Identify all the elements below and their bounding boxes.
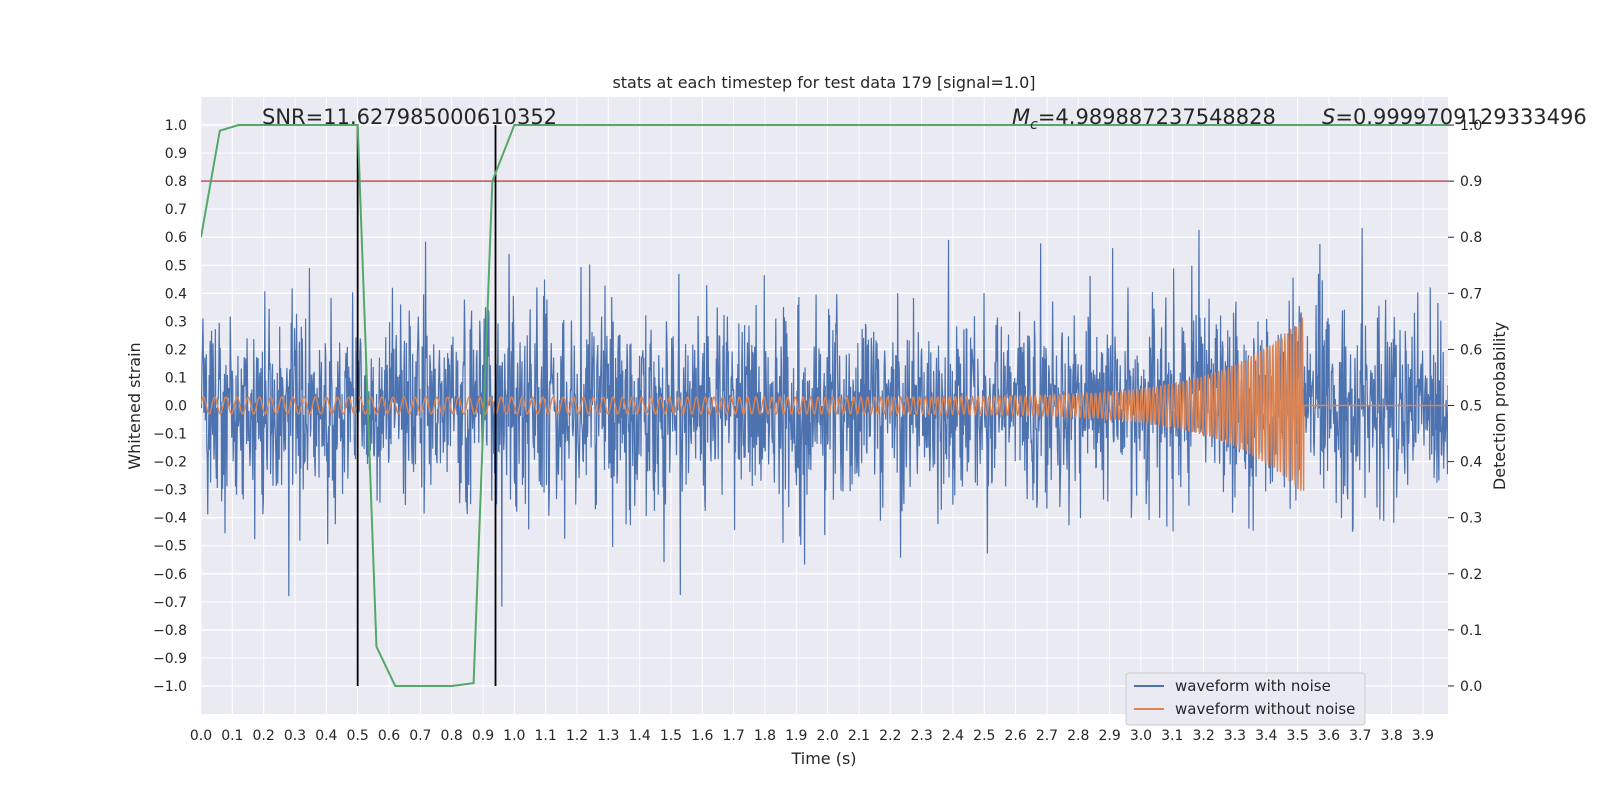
legend-label-noisy: waveform with noise (1175, 677, 1331, 695)
series-waveform-without-noise (201, 317, 1448, 491)
x-tick-label: 0.0 (190, 728, 212, 744)
score-annotation: S=0.9999709129333496 (1322, 105, 1587, 129)
x-tick-label: 2.1 (848, 728, 870, 744)
x-tick-label: 0.1 (221, 728, 243, 744)
x-tick-label: 2.5 (973, 728, 995, 744)
y-right-tick-label: 0.1 (1460, 623, 1482, 639)
x-tick-label: 2.7 (1036, 728, 1058, 744)
chirp-mass-value: =4.989887237548828 (1038, 105, 1276, 129)
y-axis-label-right: Detection probability (1490, 322, 1509, 490)
y-tick-label: −0.1 (153, 427, 187, 443)
legend-label-clean: waveform without noise (1175, 700, 1355, 718)
y-tick-label: −0.8 (153, 623, 187, 639)
y-tick-label: 0.4 (165, 286, 187, 302)
series-layer (201, 124, 1448, 687)
x-tick-label: 1.7 (723, 728, 745, 744)
y-right-tick-label: 0.4 (1460, 455, 1482, 471)
x-tick-label: 3.9 (1412, 728, 1434, 744)
chart-title: stats at each timestep for test data 179… (612, 73, 1035, 92)
x-tick-label: 1.1 (535, 728, 557, 744)
x-tick-label: 1.8 (754, 728, 776, 744)
x-tick-label: 3.3 (1224, 728, 1246, 744)
x-tick-label: 3.0 (1130, 728, 1152, 744)
y-tick-label: −0.6 (153, 567, 187, 583)
y-right-tick-label: 0.9 (1460, 174, 1482, 190)
x-tick-label: 0.7 (409, 728, 431, 744)
x-tick-label: 1.6 (691, 728, 713, 744)
legend: waveform with noise waveform without noi… (1125, 672, 1366, 726)
x-tick-label: 1.2 (566, 728, 588, 744)
x-tick-label: 2.0 (817, 728, 839, 744)
y-tick-label: −0.7 (153, 595, 187, 611)
x-tick-label: 0.5 (347, 728, 369, 744)
x-tick-label: 2.8 (1067, 728, 1089, 744)
y-right-tick-label: 0.5 (1460, 399, 1482, 415)
x-tick-label: 2.2 (879, 728, 901, 744)
x-axis-label: Time (s) (790, 749, 856, 768)
left-tick-labels: −1.0 −0.9 −0.8 −0.7 −0.6 −0.5 −0.4 −0.3 −0.2 −0.1… (153, 118, 187, 695)
x-tick-label: 2.3 (910, 728, 932, 744)
y-tick-label: 1.0 (165, 118, 187, 134)
y-tick-label: −0.3 (153, 483, 187, 499)
score-symbol: S (1322, 105, 1335, 129)
y-tick-label: −0.5 (153, 539, 187, 555)
x-tick-label: 0.9 (472, 728, 494, 744)
right-tick-labels: 0.0 0.1 0.2 0.3 0.4 0.5 0.6 0.7 0.8 0.9 1.0 (1448, 118, 1482, 695)
score-value: =0.9999709129333496 (1335, 105, 1586, 129)
x-tick-label: 1.9 (785, 728, 807, 744)
x-tick-labels: 0.0 0.1 0.2 0.3 0.4 0.5 0.6 0.7 0.8 0.9 1.0 1.1 1.2 1… (190, 728, 1434, 744)
chirp-mass-subscript: c (1030, 117, 1038, 133)
y-tick-label: 0.7 (165, 202, 187, 218)
y-right-tick-label: 0.6 (1460, 342, 1482, 358)
y-tick-label: −0.9 (153, 651, 187, 667)
y-axis-label: Whitened strain (125, 342, 144, 469)
x-tick-label: 3.6 (1318, 728, 1340, 744)
y-tick-label: 0.5 (165, 258, 187, 274)
snr-annotation: SNR=11.627985000610352 (262, 105, 557, 129)
chirp-mass-annotation: Mc=4.989887237548828 (1012, 105, 1276, 133)
y-tick-label: 0.6 (165, 230, 187, 246)
y-right-tick-label: 0.3 (1460, 511, 1482, 527)
series-detection-probability (201, 124, 1448, 687)
y-tick-label: −0.2 (153, 455, 187, 471)
y-tick-label: −1.0 (153, 679, 187, 695)
x-tick-label: 2.9 (1098, 728, 1120, 744)
x-tick-label: 1.5 (660, 728, 682, 744)
y-tick-label: 0.2 (165, 342, 187, 358)
y-tick-label: 0.3 (165, 314, 187, 330)
y-tick-label: 0.9 (165, 146, 187, 162)
y-tick-label: 0.0 (165, 399, 187, 415)
x-tick-label: 3.1 (1161, 728, 1183, 744)
x-tick-label: 0.6 (378, 728, 400, 744)
x-tick-label: 3.4 (1255, 728, 1277, 744)
y-right-tick-label: 0.7 (1460, 286, 1482, 302)
y-right-tick-label: 0.2 (1460, 567, 1482, 583)
x-tick-label: 0.8 (441, 728, 463, 744)
x-tick-label: 3.8 (1380, 728, 1402, 744)
x-tick-label: 3.2 (1192, 728, 1214, 744)
y-tick-label: 0.8 (165, 174, 187, 190)
x-tick-label: 1.4 (629, 728, 651, 744)
chirp-mass-symbol: M (1012, 105, 1030, 129)
y-tick-label: 0.1 (165, 370, 187, 386)
x-tick-label: 1.0 (503, 728, 525, 744)
x-tick-label: 3.5 (1286, 728, 1308, 744)
x-tick-label: 0.3 (284, 728, 306, 744)
x-tick-label: 2.6 (1004, 728, 1026, 744)
legend-box (1125, 672, 1366, 726)
y-right-tick-label: 1.0 (1460, 118, 1482, 134)
y-tick-label: −0.4 (153, 511, 187, 527)
x-tick-label: 0.4 (315, 728, 337, 744)
x-tick-label: 1.3 (597, 728, 619, 744)
x-tick-label: 2.4 (942, 728, 964, 744)
x-tick-label: 0.2 (253, 728, 275, 744)
x-tick-label: 3.7 (1349, 728, 1371, 744)
y-right-tick-label: 0.8 (1460, 230, 1482, 246)
y-right-tick-label: 0.0 (1460, 679, 1482, 695)
